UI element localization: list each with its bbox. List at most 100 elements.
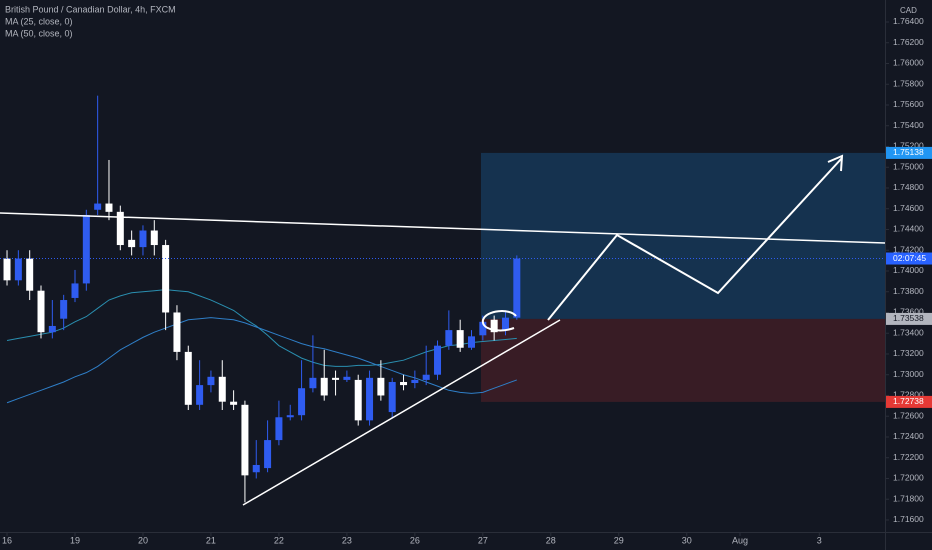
x-tick-label: 20: [138, 535, 148, 545]
candle-body: [434, 345, 442, 375]
legend-entry: MA (50, close, 0): [5, 28, 73, 38]
position-zones: [481, 152, 885, 402]
x-tick-label: 21: [206, 535, 216, 545]
y-tick-label: 1.75200: [893, 141, 924, 151]
candle-body: [162, 245, 170, 313]
y-tick-label: 1.73000: [893, 369, 924, 379]
y-tick-label: 1.72000: [893, 473, 924, 483]
candle-body: [445, 330, 453, 346]
candle-body: [252, 464, 260, 473]
candle-body: [105, 203, 113, 212]
candle-body: [218, 376, 226, 402]
price-label-badge: [886, 312, 932, 325]
candle-body: [207, 376, 215, 386]
y-tick-label: 1.74000: [893, 265, 924, 275]
y-tick-label: 1.73400: [893, 327, 924, 337]
candle-body: [48, 325, 56, 333]
y-tick-label: 1.72600: [893, 410, 924, 420]
y-tick-label: 1.75800: [893, 78, 924, 88]
candle-body: [309, 377, 317, 389]
price-label-badge: [886, 395, 932, 408]
ma-line: [6, 289, 517, 367]
candle-body: [366, 377, 374, 421]
candle-body: [60, 300, 68, 319]
candle-body: [343, 376, 351, 380]
candle-body: [377, 377, 385, 396]
candle-body: [320, 377, 328, 396]
candle-body: [94, 203, 102, 210]
price-label: 1.73538: [893, 313, 924, 323]
currency-label: CAD: [900, 6, 917, 15]
candle-body: [37, 290, 45, 333]
x-tick-label: 23: [342, 535, 352, 545]
y-tick-label: 1.76400: [893, 16, 924, 26]
y-tick-label: 1.74400: [893, 224, 924, 234]
ma-line: [6, 317, 517, 404]
y-tick-label: 1.71600: [893, 514, 924, 524]
candle-body: [173, 312, 181, 352]
price-label: 1.75138: [893, 147, 924, 157]
candle-body: [196, 385, 204, 405]
chart-title: British Pound / Canadian Dollar, 4h, FXC…: [5, 4, 176, 14]
candle-body: [241, 404, 249, 476]
y-tick-label: 1.74200: [893, 244, 924, 254]
price-label: 1.72738: [893, 396, 924, 406]
highlight-circle: [481, 310, 517, 332]
price-label-badge: [886, 146, 932, 159]
x-tick-label: 27: [478, 535, 488, 545]
stop-zone: [481, 318, 885, 402]
candle-body: [3, 258, 11, 281]
candle-body: [230, 401, 238, 405]
candle-body: [388, 381, 396, 413]
candle-body: [14, 258, 22, 281]
candle-body: [82, 214, 90, 284]
candle-body: [71, 283, 79, 298]
y-tick-label: 1.72800: [893, 390, 924, 400]
x-tick-label: 19: [70, 535, 80, 545]
x-tick-label: 30: [682, 535, 692, 545]
candle-body: [298, 388, 306, 416]
candle-body: [479, 321, 487, 336]
y-tick-label: 1.73200: [893, 348, 924, 358]
candle-body: [286, 415, 294, 418]
x-tick-label: 28: [546, 535, 556, 545]
candle-body: [128, 239, 136, 248]
x-tick-label: 22: [274, 535, 284, 545]
candle-body: [513, 258, 521, 318]
candle-body: [456, 330, 464, 348]
candle-body: [400, 381, 408, 386]
y-tick-label: 1.72400: [893, 431, 924, 441]
candle-body: [411, 379, 419, 384]
candle-body: [422, 374, 430, 380]
y-tick-label: 1.73800: [893, 286, 924, 296]
candle-body: [184, 351, 192, 405]
y-tick-label: 1.71800: [893, 493, 924, 503]
y-tick-label: 1.75000: [893, 161, 924, 171]
y-tick-label: 1.73600: [893, 307, 924, 317]
legend-entry: MA (25, close, 0): [5, 16, 73, 26]
countdown-badge: [886, 252, 932, 265]
candle-body: [150, 230, 158, 246]
y-tick-label: 1.75600: [893, 99, 924, 109]
candle-body: [264, 440, 272, 469]
candle-body: [490, 319, 498, 333]
candle-body: [275, 417, 283, 441]
candle-body: [501, 317, 509, 331]
x-tick-label: 16: [2, 535, 12, 545]
countdown-label: 02:07:45: [893, 253, 926, 263]
plot: [0, 95, 885, 503]
candle-body: [139, 230, 147, 248]
candle-body: [332, 377, 340, 380]
candle-body: [116, 211, 124, 246]
support-line: [242, 319, 561, 506]
x-tick-label: 29: [614, 535, 624, 545]
axes: 1.76400 1.76200 1.76000 1.75800 1.75600 1.754…: [2, 16, 932, 545]
x-tick-label: 26: [410, 535, 420, 545]
x-tick-label: 3: [817, 535, 822, 545]
candle-body: [468, 336, 476, 348]
y-tick-label: 1.72200: [893, 452, 924, 462]
y-tick-label: 1.76000: [893, 58, 924, 68]
candle-body: [26, 258, 34, 291]
